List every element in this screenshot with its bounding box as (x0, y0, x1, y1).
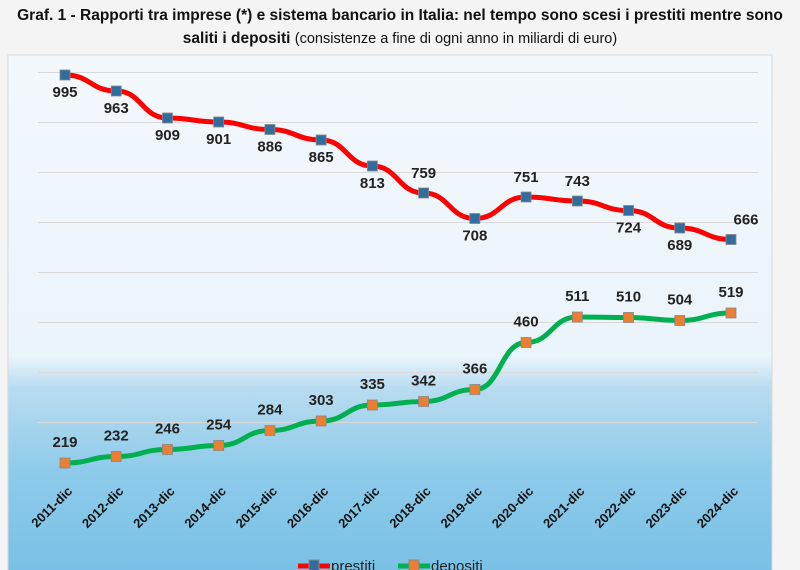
data-label-depositi: 342 (411, 373, 436, 390)
data-label-prestiti: 909 (155, 127, 180, 144)
marker-prestiti (674, 222, 686, 234)
data-label-prestiti: 813 (360, 175, 385, 192)
data-label-depositi: 335 (360, 376, 385, 393)
data-label-depositi: 511 (565, 288, 589, 305)
series-line-depositi (64, 310, 732, 466)
data-label-prestiti: 724 (616, 220, 642, 237)
marker-depositi (110, 451, 122, 462)
marker-prestiti (366, 160, 378, 172)
data-label-prestiti: 743 (565, 173, 590, 190)
marker-depositi (674, 315, 686, 326)
marker-prestiti (725, 234, 737, 245)
data-label-depositi: 246 (155, 421, 180, 438)
legend-label-prestiti: prestiti (331, 558, 375, 570)
data-label-depositi: 254 (206, 417, 232, 434)
chart-title: Graf. 1 - Rapporti tra imprese (*) e sis… (0, 4, 800, 51)
data-label-depositi: 460 (514, 314, 539, 331)
marker-prestiti (571, 195, 583, 207)
plot-frame (7, 54, 773, 570)
marker-prestiti (264, 124, 276, 135)
marker-depositi (213, 440, 225, 451)
data-label-depositi: 232 (104, 428, 129, 445)
title-subtitle: (consistenze a fine di ogni anno in mili… (294, 31, 618, 47)
data-label-prestiti: 708 (462, 228, 487, 245)
marker-depositi (571, 311, 583, 323)
data-label-prestiti: 759 (411, 165, 436, 182)
marker-prestiti (59, 69, 71, 81)
marker-prestiti (469, 213, 481, 224)
marker-depositi (162, 444, 173, 455)
marker-depositi (264, 425, 276, 436)
marker-prestiti (213, 116, 225, 128)
data-label-prestiti: 751 (514, 169, 539, 186)
data-label-depositi: 519 (718, 284, 743, 301)
marker-prestiti (623, 205, 634, 216)
marker-depositi (366, 399, 378, 411)
marker-depositi (315, 415, 327, 427)
data-label-prestiti: 689 (667, 237, 692, 254)
data-label-prestiti: 886 (257, 139, 282, 156)
marker-prestiti (520, 191, 532, 203)
data-label-prestiti: 666 (733, 212, 758, 229)
marker-prestiti (110, 85, 122, 97)
marker-depositi (520, 337, 532, 348)
legend-label-depositi: depositi (431, 558, 483, 570)
data-label-depositi: 510 (616, 289, 641, 306)
marker-prestiti (418, 187, 430, 199)
marker-depositi (59, 457, 71, 469)
marker-depositi (469, 384, 481, 395)
marker-prestiti (315, 134, 327, 146)
marker-depositi (623, 312, 634, 323)
data-label-depositi: 284 (257, 402, 283, 419)
legend-marker-depositi (408, 559, 420, 570)
data-label-depositi: 303 (309, 392, 334, 409)
data-label-prestiti: 865 (309, 149, 334, 166)
title-main: Graf. 1 - Rapporti tra imprese (*) e sis… (17, 7, 783, 47)
data-label-prestiti: 901 (206, 131, 231, 148)
data-label-depositi: 504 (667, 292, 693, 309)
data-label-prestiti: 995 (52, 84, 77, 101)
marker-prestiti (162, 112, 173, 124)
marker-depositi (725, 307, 737, 319)
data-label-depositi: 366 (462, 361, 487, 378)
data-label-prestiti: 963 (104, 100, 129, 117)
marker-depositi (418, 396, 430, 407)
legend-marker-prestiti (308, 559, 320, 570)
data-label-depositi: 219 (52, 434, 77, 451)
